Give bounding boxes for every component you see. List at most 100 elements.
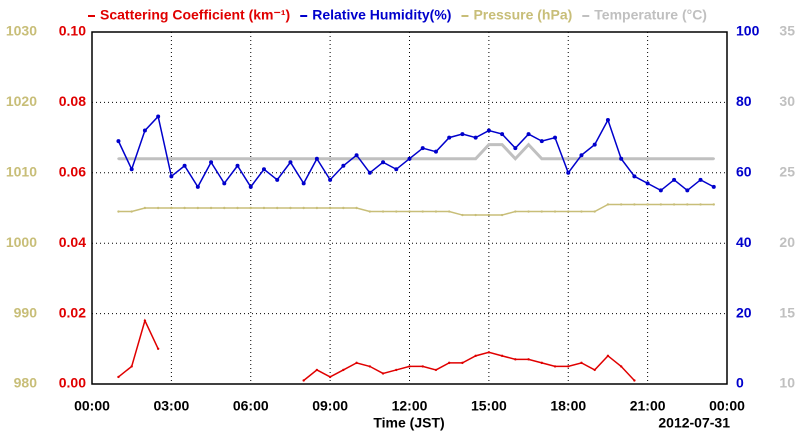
series-point xyxy=(328,375,332,379)
series-point xyxy=(420,146,425,151)
series-point xyxy=(183,206,186,210)
series-point xyxy=(593,368,596,372)
series-point xyxy=(461,361,464,365)
series-point xyxy=(486,128,491,133)
series-point xyxy=(592,142,597,147)
series-point xyxy=(487,213,491,217)
series-point xyxy=(658,188,663,193)
series-point xyxy=(567,157,570,160)
series-point xyxy=(355,206,358,210)
series-point xyxy=(223,157,226,160)
series-point xyxy=(606,157,610,160)
series-point xyxy=(116,139,121,144)
series-point xyxy=(605,118,610,122)
series-point xyxy=(289,206,292,210)
series-point xyxy=(447,157,451,160)
series-point xyxy=(540,157,543,160)
series-point xyxy=(130,365,133,368)
series-point xyxy=(209,157,213,160)
series-point xyxy=(142,128,147,133)
series-line xyxy=(118,142,714,161)
series-point xyxy=(236,157,239,160)
series-point xyxy=(685,188,690,193)
series-point xyxy=(540,361,543,365)
series-point xyxy=(381,210,385,213)
series-point xyxy=(143,319,147,322)
series-point xyxy=(169,174,174,179)
series-point xyxy=(342,157,345,160)
series-point xyxy=(433,149,438,154)
series-point xyxy=(514,358,517,361)
series-point xyxy=(367,170,372,175)
y3-tick-label: 1020 xyxy=(6,93,37,109)
series-point xyxy=(686,157,689,160)
series-point xyxy=(143,157,147,160)
series-point xyxy=(395,210,398,213)
series-point xyxy=(249,206,252,210)
x-tick-label: 00:00 xyxy=(74,398,110,414)
series-line xyxy=(118,203,714,216)
series-point xyxy=(526,132,531,137)
series-point xyxy=(646,157,649,160)
series-point xyxy=(170,206,173,210)
series-point xyxy=(183,157,186,160)
series-point xyxy=(288,160,293,165)
series-point xyxy=(289,157,292,160)
series-point xyxy=(328,206,332,210)
series-point xyxy=(117,375,120,379)
series-point xyxy=(315,206,319,210)
plot-frame xyxy=(91,31,728,385)
y4-tick-label: 10 xyxy=(779,375,795,391)
series-point xyxy=(143,206,147,210)
series-point xyxy=(699,203,702,206)
legend-label: Scattering Coefficient (km⁻¹) xyxy=(100,7,290,23)
series-point xyxy=(606,354,610,358)
legend-label: Temperature (°C) xyxy=(594,7,707,23)
series-point xyxy=(381,157,385,160)
series-point xyxy=(514,210,517,213)
series-point xyxy=(342,206,345,210)
y2-tick-label: 60 xyxy=(736,164,752,180)
series-point xyxy=(633,203,636,206)
y3-tick-label: 1010 xyxy=(6,164,37,180)
series-point xyxy=(156,114,161,119)
series-point xyxy=(156,206,160,210)
series-point xyxy=(686,203,689,206)
series-point xyxy=(646,203,649,206)
series-point xyxy=(553,135,558,140)
x-tick-label: 03:00 xyxy=(153,398,189,414)
series-point xyxy=(461,157,464,160)
series-point xyxy=(672,177,677,182)
series-point xyxy=(314,156,319,161)
y2-tick-label: 100 xyxy=(736,23,760,39)
legend-label: Pressure (hPa) xyxy=(473,7,572,23)
series-point xyxy=(579,153,584,158)
series-point xyxy=(368,157,372,160)
series-point xyxy=(355,361,358,365)
y4-tick-label: 25 xyxy=(779,164,795,180)
series-point xyxy=(473,135,478,140)
y3-tick-label: 980 xyxy=(14,375,38,391)
y3-tick-label: 1000 xyxy=(6,234,37,250)
series-point xyxy=(341,163,346,168)
series-point xyxy=(421,157,424,160)
series-point xyxy=(500,132,505,137)
series-point xyxy=(129,167,134,172)
series-point xyxy=(659,157,663,160)
series-point xyxy=(580,210,583,213)
x-tick-label: 15:00 xyxy=(471,398,507,414)
series-point xyxy=(301,181,306,186)
y3-tick-label: 990 xyxy=(14,304,38,320)
series-point xyxy=(633,379,636,382)
series-point xyxy=(196,206,200,210)
series-point xyxy=(209,160,214,165)
series-point xyxy=(500,143,504,146)
series-point xyxy=(302,157,305,160)
x-tick-label: 06:00 xyxy=(233,398,269,414)
series-point xyxy=(711,184,716,189)
series-point xyxy=(302,379,305,382)
series-point xyxy=(342,368,345,372)
y-tick-label: 0.02 xyxy=(59,304,86,320)
series-point xyxy=(527,143,530,146)
series-point xyxy=(156,347,160,350)
